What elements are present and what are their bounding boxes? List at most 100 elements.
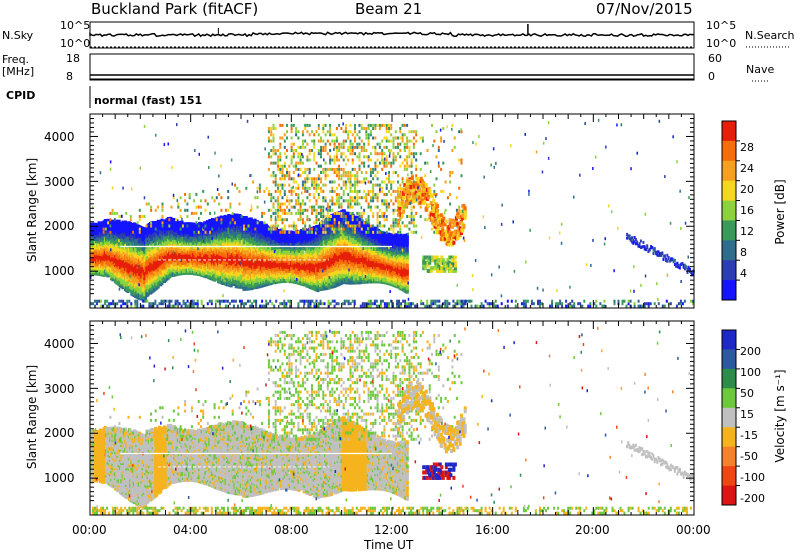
power-band-cell [183, 270, 187, 275]
vel-cbar-tick-50: 50 [740, 387, 754, 400]
power-band-cell [253, 218, 257, 223]
nave-tick-low: 0 [708, 70, 715, 83]
power-cbar-tick-12: 12 [740, 225, 754, 238]
xtick-1200: 12:00 [374, 523, 409, 537]
power-ytick-2000: 2000 [44, 219, 75, 233]
nsky-trace [89, 31, 695, 38]
power-band-cell [263, 230, 267, 235]
power-band-cell [324, 235, 327, 240]
power-ytick-3000: 3000 [44, 175, 75, 189]
freq-unit: [MHz] [2, 65, 35, 78]
power-band-cell [110, 258, 114, 263]
power-band-cell [121, 220, 125, 225]
nsky-tick-low: 10^0 [60, 37, 91, 50]
power-cbar-tick-24: 24 [740, 162, 754, 175]
power-band-cell [237, 272, 241, 277]
power-band-cell [246, 226, 249, 230]
power-band-cell [117, 219, 121, 224]
power-ytick-1000: 1000 [44, 264, 75, 278]
power-band-cell [95, 223, 98, 227]
power-band-cell [291, 230, 295, 235]
power-band-cell [208, 219, 212, 223]
power-band-cell [271, 246, 275, 251]
x-axis-label: Time UT [364, 538, 414, 552]
power-band-cell [146, 292, 150, 297]
vel-ytick-1000: 1000 [44, 471, 75, 485]
power-band-cell [120, 260, 124, 265]
station-title: Buckland Park (fitACF) [91, 0, 259, 18]
freq-frame [89, 53, 695, 81]
power-band-cell [233, 276, 237, 281]
power-band-cell [152, 259, 156, 264]
power-band-cell [129, 280, 132, 285]
power-band-cell [314, 256, 317, 261]
power-band-cell [130, 222, 134, 227]
cpid-label: CPID [6, 89, 36, 102]
power-band-cell [164, 237, 168, 242]
power-cbar-tick-4: 4 [740, 267, 747, 280]
nsky-tick-high: 10^5 [60, 19, 91, 32]
power-band-cell [214, 262, 218, 266]
power-band-cell [180, 220, 184, 225]
power-band-cell [117, 248, 121, 252]
power-band-cell [144, 296, 148, 301]
power-band-cell [176, 221, 180, 226]
nave-tick-high: 60 [708, 52, 722, 65]
nave-label: Nave [746, 63, 775, 76]
power-cbar-tick-8: 8 [740, 246, 747, 259]
power-band-cell [232, 213, 236, 218]
power-band-cell [251, 219, 255, 224]
vel-cbar-tick-15: 15 [740, 408, 754, 421]
power-band-cell [132, 266, 136, 271]
vel-cbar-tick-m100: -100 [740, 471, 765, 484]
vel-cbar-tick-m15: -15 [740, 429, 758, 442]
beam-title: Beam 21 [355, 0, 423, 18]
vel-cbar-tick-100: 100 [740, 366, 761, 379]
cpid-value: normal (fast) 151 [94, 94, 203, 107]
nsearch-label: N.Search [745, 29, 795, 42]
power-band-cell [129, 242, 132, 247]
power-band-cell [276, 247, 280, 252]
power-band-cell [156, 219, 160, 224]
xtick-0000: 00:00 [72, 523, 107, 537]
power-band-cell [115, 219, 119, 224]
power-band-cell [321, 224, 325, 228]
power-band-cell [327, 253, 331, 258]
vel-ytick-2000: 2000 [44, 426, 75, 440]
freq-tick-low: 8 [66, 70, 73, 83]
freq-label: Freq. [2, 53, 30, 66]
power-band-cell [229, 249, 233, 254]
power-band-cell [190, 250, 194, 255]
power-band-cell [125, 221, 129, 226]
vel-ytick-4000: 4000 [44, 337, 75, 351]
xtick-1600: 16:00 [475, 523, 510, 537]
power-cbar-tick-16: 16 [740, 204, 754, 217]
power-band-cell [244, 216, 248, 220]
power-band-cell [227, 236, 231, 241]
xtick-0400: 04:00 [173, 523, 208, 537]
vel-ytick-3000: 3000 [44, 382, 75, 396]
nsky-label: N.Sky [2, 29, 34, 42]
nsearch-tick-low: 10^0 [706, 37, 737, 50]
power-band-cell [107, 238, 111, 242]
power-band-cell [199, 222, 203, 227]
vel-cbar-tick-m50: -50 [740, 450, 758, 463]
power-ytick-4000: 4000 [44, 130, 75, 144]
power-band-cell [319, 278, 322, 283]
power-band-cell [301, 249, 305, 254]
power-band-cell [181, 264, 185, 269]
power-band-cell [161, 272, 165, 276]
power-band-cell [163, 266, 166, 271]
nsearch-tick-high: 10^5 [706, 19, 737, 32]
xtick-2000: 20:00 [575, 523, 610, 537]
power-cbar-tick-28: 28 [740, 141, 754, 154]
xtick-2400: 00:00 [676, 523, 711, 537]
freq-tick-high: 18 [66, 52, 80, 65]
vel-cbar-tick-m200: -200 [740, 492, 765, 505]
power-cbar-tick-20: 20 [740, 183, 754, 196]
vel-cbar-tick-200: 200 [740, 345, 761, 358]
power-band-cell [135, 284, 139, 289]
xtick-0800: 08:00 [274, 523, 309, 537]
date-title: 07/Nov/2015 [596, 0, 693, 18]
